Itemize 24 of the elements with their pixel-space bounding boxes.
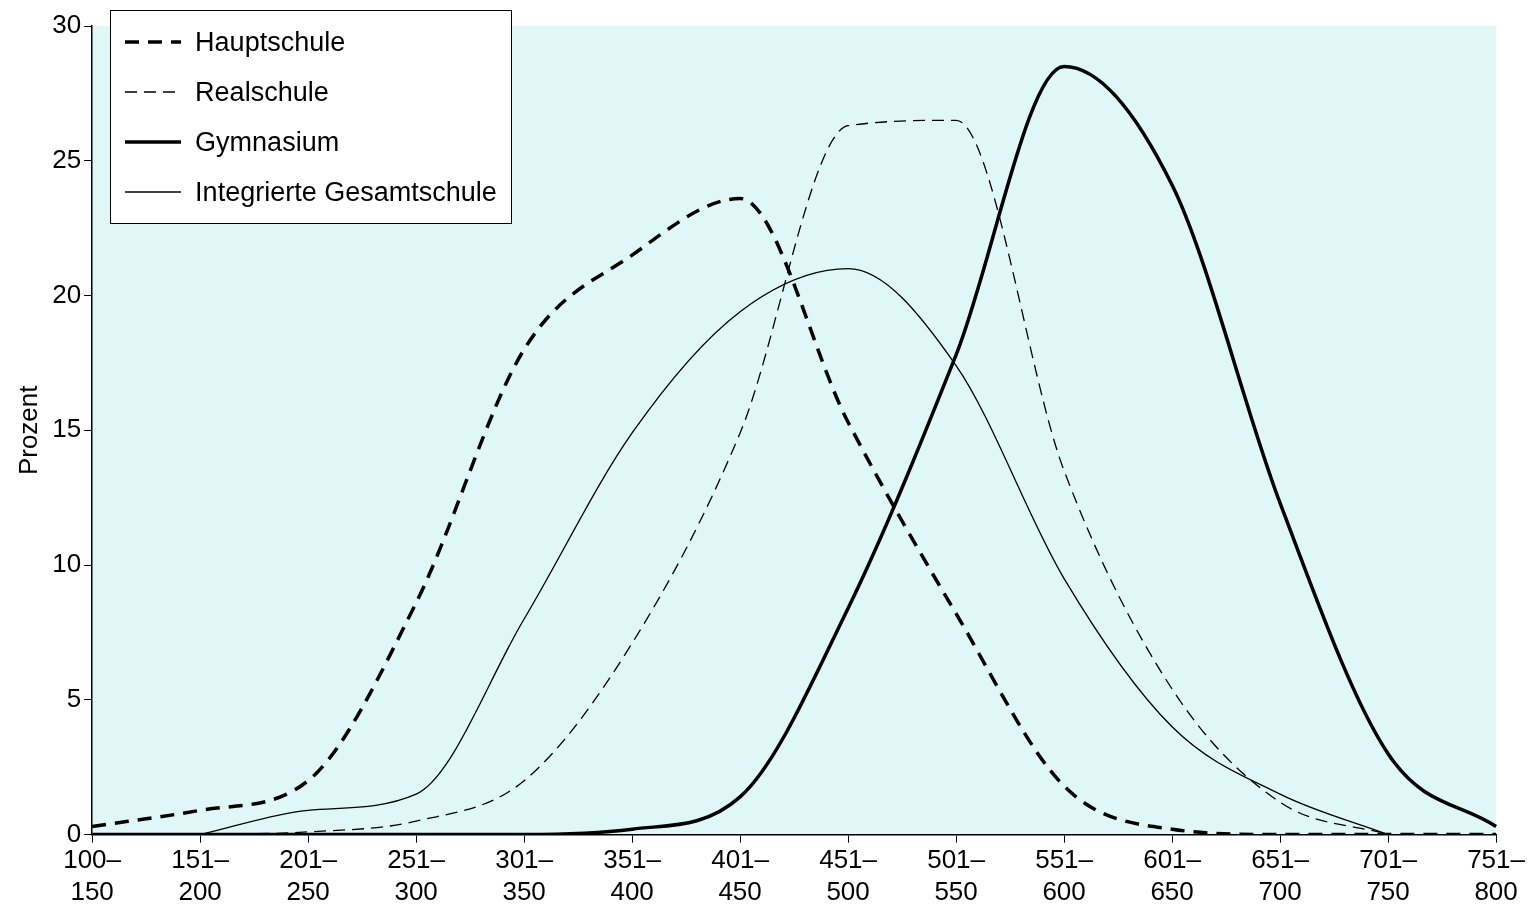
x-tick-label: 701–750 <box>1359 844 1418 906</box>
y-tick-label: 20 <box>52 278 82 309</box>
y-tick-label: 30 <box>52 9 82 40</box>
y-axis-title: Prozent <box>12 384 43 476</box>
x-tick-label: 201–250 <box>279 844 338 906</box>
x-tick-label: 351–400 <box>603 844 662 906</box>
x-tick-label: 451–500 <box>819 844 878 906</box>
legend-label: Integrierte Gesamtschule <box>195 176 497 208</box>
x-tick-label: 751–800 <box>1467 844 1526 906</box>
x-tick-label: 401–450 <box>711 844 770 906</box>
y-tick-label: 5 <box>66 683 82 714</box>
x-tick-label: 551–600 <box>1035 844 1094 906</box>
legend-label: Gymnasium <box>195 126 340 158</box>
y-tick-label: 10 <box>52 548 82 579</box>
y-tick-label: 15 <box>52 413 82 444</box>
legend-label: Realschule <box>195 76 329 108</box>
x-tick-label: 501–550 <box>927 844 986 906</box>
x-tick-label: 251–300 <box>387 844 446 906</box>
x-tick-label: 651–700 <box>1251 844 1310 906</box>
legend-label: Hauptschule <box>195 26 346 58</box>
y-tick-label: 25 <box>52 143 82 174</box>
x-tick-label: 151–200 <box>171 844 230 906</box>
x-tick-label: 601–650 <box>1143 844 1202 906</box>
x-tick-label: 301–350 <box>495 844 554 906</box>
